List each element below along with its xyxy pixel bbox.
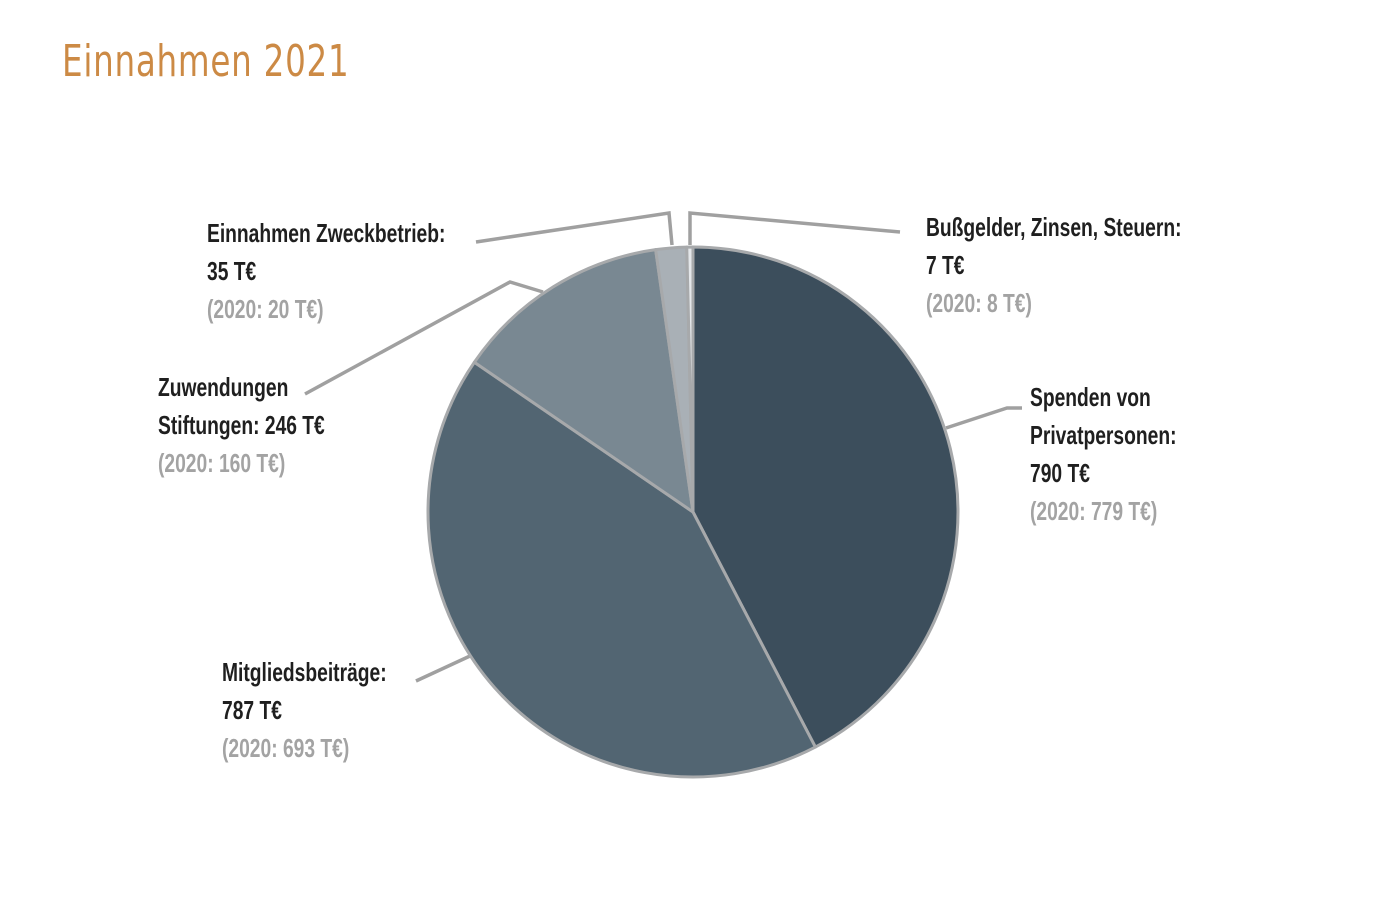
label-spenden-value: 790 T€ bbox=[1030, 458, 1090, 488]
label-mitglieder: Mitgliedsbeiträge: 787 T€ (2020: 693 T€) bbox=[222, 653, 387, 767]
label-bussgelder: Bußgelder, Zinsen, Steuern: 7 T€ (2020: … bbox=[926, 208, 1182, 322]
label-mitglieder-line-1: Mitgliedsbeiträge: bbox=[222, 657, 387, 687]
pie-slices bbox=[426, 245, 960, 779]
label-spenden: Spenden von Privatpersonen: 790 T€ (2020… bbox=[1030, 378, 1176, 530]
label-spenden-prev: (2020: 779 T€) bbox=[1030, 496, 1158, 526]
leader-lines bbox=[304, 210, 1022, 683]
label-stiftungen: Zuwendungen Stiftungen: 246 T€ (2020: 16… bbox=[158, 368, 325, 482]
label-zweckbetrieb-value: 35 T€ bbox=[207, 256, 257, 286]
chart-title: Einnahmen 2021 bbox=[62, 36, 350, 87]
pie-slice-stiftungen bbox=[472, 248, 695, 514]
leader-line-spenden bbox=[945, 406, 1022, 430]
label-zweckbetrieb: Einnahmen Zweckbetrieb: 35 T€ (2020: 20 … bbox=[207, 214, 445, 328]
label-bussgelder-line-1: Bußgelder, Zinsen, Steuern: bbox=[926, 212, 1182, 242]
leader-line-stiftungen bbox=[304, 280, 544, 396]
pie-slice-spenden bbox=[691, 245, 960, 749]
label-zweckbetrieb-line-1: Einnahmen Zweckbetrieb: bbox=[207, 218, 446, 248]
label-bussgelder-value: 7 T€ bbox=[926, 250, 965, 280]
label-spenden-line-2: Privatpersonen: bbox=[1030, 420, 1177, 450]
label-bussgelder-prev: (2020: 8 T€) bbox=[926, 288, 1032, 318]
pie-slice-bussgelder bbox=[685, 245, 695, 514]
label-mitglieder-value: 787 T€ bbox=[222, 695, 282, 725]
label-zweckbetrieb-prev: (2020: 20 T€) bbox=[207, 294, 324, 324]
pie-slice-mitglieder bbox=[426, 360, 817, 779]
label-stiftungen-prev: (2020: 160 T€) bbox=[158, 448, 286, 478]
leader-line-bussgelder bbox=[688, 211, 901, 245]
label-spenden-line-1: Spenden von bbox=[1030, 382, 1151, 412]
label-stiftungen-line-1: Zuwendungen bbox=[158, 372, 289, 402]
label-mitglieder-prev: (2020: 693 T€) bbox=[222, 733, 350, 763]
leader-line-mitglieder bbox=[415, 654, 471, 683]
label-stiftungen-line-2: Stiftungen: 246 T€ bbox=[158, 410, 325, 440]
leader-line-zweckbetrieb bbox=[475, 210, 674, 246]
